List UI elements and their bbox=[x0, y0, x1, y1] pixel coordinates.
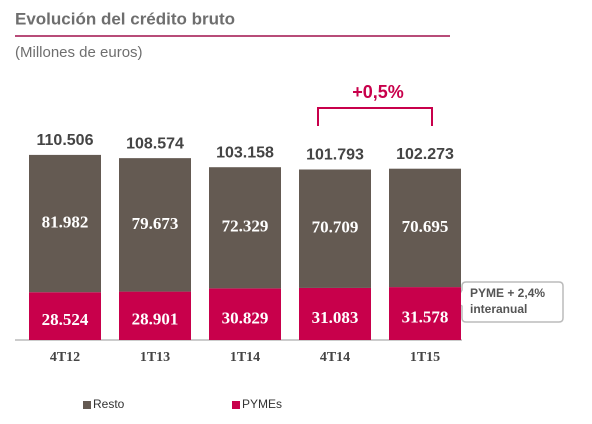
total-label: 108.574 bbox=[126, 135, 184, 152]
x-tick-label: 4T12 bbox=[50, 350, 80, 365]
annotation: +0,5% bbox=[352, 82, 404, 102]
bar-segment bbox=[119, 158, 191, 292]
chart-subtitle: (Millones de euros) bbox=[15, 44, 143, 61]
bar-segment bbox=[299, 169, 371, 288]
data-label: 28.524 bbox=[42, 310, 89, 329]
x-tick-label: 4T14 bbox=[320, 350, 350, 365]
x-tick-label: 1T14 bbox=[230, 350, 260, 365]
data-label: 79.673 bbox=[132, 214, 179, 233]
data-label: 31.083 bbox=[312, 308, 359, 327]
bracket bbox=[317, 107, 433, 126]
total-label: 101.793 bbox=[306, 147, 364, 164]
total-label: 110.506 bbox=[37, 132, 94, 149]
data-label: 31.578 bbox=[402, 308, 449, 327]
bar-segment bbox=[299, 287, 371, 340]
bar-segment bbox=[209, 167, 281, 289]
x-tick-label: 1T13 bbox=[140, 350, 170, 365]
data-label: 30.829 bbox=[222, 308, 269, 327]
legend-label: Resto bbox=[93, 397, 125, 411]
bar-segment bbox=[29, 154, 101, 293]
x-tick-label: 1T15 bbox=[410, 350, 440, 365]
data-label: 70.695 bbox=[402, 217, 449, 236]
data-label: 70.709 bbox=[312, 218, 359, 237]
data-label: 81.982 bbox=[42, 212, 89, 231]
total-label: 103.158 bbox=[216, 144, 274, 161]
annotation: PYME + 2,4% bbox=[470, 286, 545, 300]
annotation: interanual bbox=[470, 302, 527, 316]
legend-swatch bbox=[232, 401, 240, 409]
data-label: 28.901 bbox=[132, 310, 179, 329]
legend-label: PYMEs bbox=[242, 397, 282, 411]
data-label: 72.329 bbox=[222, 217, 269, 236]
legend-swatch bbox=[83, 401, 91, 409]
bar-segment bbox=[209, 288, 281, 340]
bar-segment bbox=[389, 168, 461, 288]
total-label: 102.273 bbox=[396, 146, 454, 163]
bar-segment bbox=[389, 287, 461, 340]
callout bbox=[453, 281, 564, 323]
bar-segment bbox=[29, 292, 101, 340]
chart-title: Evolución del crédito bruto bbox=[15, 9, 235, 28]
bar-segment bbox=[119, 291, 191, 340]
